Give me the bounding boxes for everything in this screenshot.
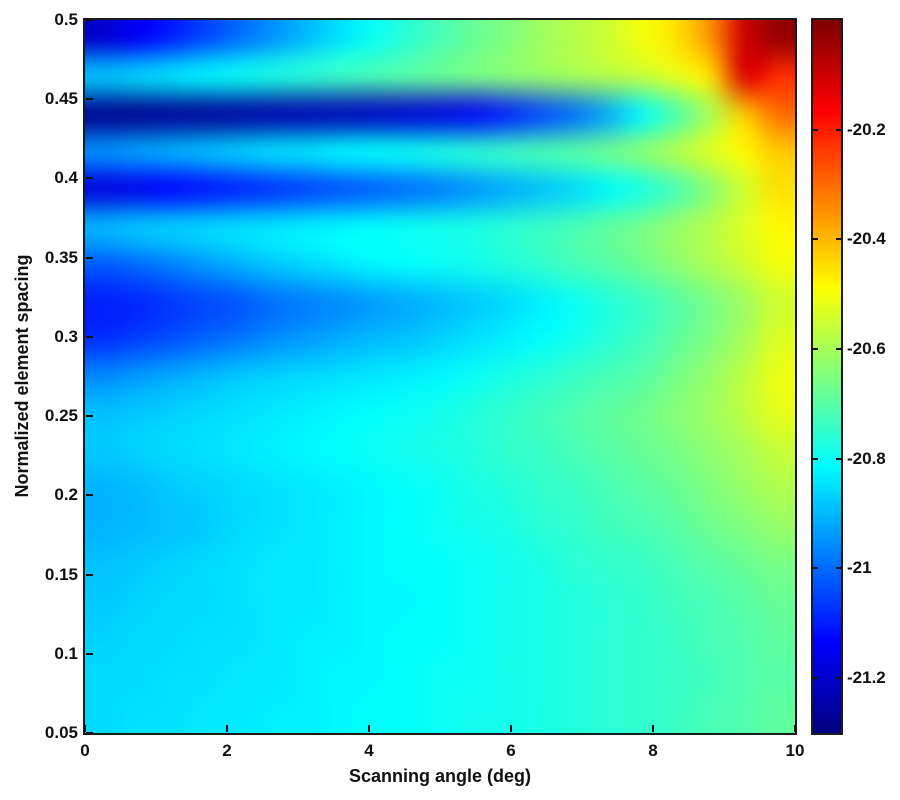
- y-tick-label: 0.5: [54, 10, 78, 29]
- colorbar-tick-mark: [813, 238, 818, 241]
- colorbar-tick-mark: [813, 677, 818, 680]
- x-tick-label: 2: [222, 741, 232, 760]
- colorbar-tick-mark: [813, 348, 818, 351]
- y-tick-mark: [86, 335, 93, 338]
- colorbar: [811, 18, 843, 735]
- colorbar-tick-mark: [813, 567, 818, 570]
- x-tick-mark: [368, 725, 370, 732]
- y-tick-label: 0.25: [44, 406, 78, 426]
- colorbar-tick-mark: [836, 567, 841, 570]
- y-tick-label: 0.1: [54, 643, 78, 663]
- colorbar-tick-mark: [813, 457, 818, 460]
- y-tick-label: 0.3: [54, 326, 78, 346]
- colorbar-tick-label: -20.6: [847, 339, 886, 359]
- heatmap-canvas: [85, 20, 795, 733]
- colorbar-canvas: [813, 20, 841, 733]
- colorbar-tick-mark: [836, 128, 841, 131]
- x-axis-label: Scanning angle (deg): [348, 766, 531, 786]
- y-tick-label: 0.35: [44, 247, 78, 267]
- y-tick-mark: [86, 732, 93, 734]
- colorbar-tick-mark: [836, 457, 841, 460]
- y-tick-mark: [86, 19, 93, 21]
- y-tick-label: 0.45: [44, 89, 78, 109]
- y-tick-mark: [86, 652, 93, 655]
- y-tick-label: 0.05: [44, 723, 78, 742]
- plot-area: [83, 18, 797, 735]
- y-tick-mark: [86, 415, 93, 418]
- y-tick-label: 0.2: [54, 485, 78, 505]
- colorbar-tick-mark: [836, 238, 841, 241]
- x-tick-mark: [84, 725, 86, 732]
- y-tick-mark: [86, 256, 93, 259]
- x-tick-mark: [652, 725, 654, 732]
- y-tick-mark: [86, 494, 93, 497]
- colorbar-tick-label: -20.8: [847, 448, 886, 468]
- y-tick-mark: [86, 98, 93, 101]
- x-tick-mark: [226, 725, 228, 732]
- x-tick-label: 0: [80, 741, 90, 760]
- colorbar-tick-label: -21: [847, 558, 872, 578]
- x-tick-mark: [510, 725, 512, 732]
- x-tick-mark: [794, 725, 796, 732]
- colorbar-tick-label: -21.2: [847, 668, 886, 688]
- x-tick-label: 4: [364, 741, 374, 760]
- colorbar-tick-label: -20.4: [847, 229, 886, 249]
- colorbar-tick-label: -20.2: [847, 119, 886, 139]
- x-tick-label: 10: [785, 741, 805, 760]
- colorbar-tick-mark: [813, 128, 818, 131]
- y-tick-label: 0.15: [44, 564, 78, 584]
- y-tick-mark: [86, 177, 93, 180]
- colorbar-tick-mark: [836, 677, 841, 680]
- y-tick-mark: [86, 573, 93, 576]
- x-tick-label: 6: [506, 741, 516, 760]
- y-tick-label: 0.4: [54, 168, 78, 188]
- colorbar-tick-mark: [836, 348, 841, 351]
- x-tick-label: 8: [648, 741, 658, 760]
